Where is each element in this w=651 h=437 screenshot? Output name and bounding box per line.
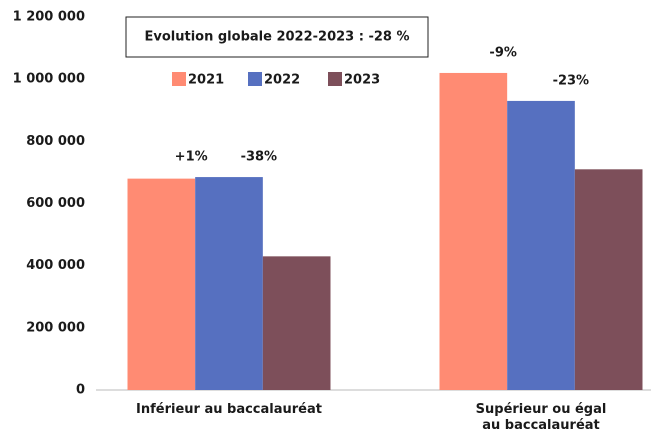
y-tick-label: 400 000 bbox=[26, 258, 85, 273]
y-tick-label: 0 bbox=[76, 383, 85, 398]
annotation: -38% bbox=[241, 150, 278, 165]
annotation: +1% bbox=[175, 150, 208, 165]
legend-label: 2021 bbox=[188, 73, 224, 88]
chart-title: Evolution globale 2022-2023 : -28 % bbox=[145, 30, 410, 45]
annotation: -9% bbox=[489, 45, 516, 60]
legend-label: 2022 bbox=[264, 73, 300, 88]
legend-swatch bbox=[328, 72, 342, 86]
bar bbox=[127, 178, 196, 390]
y-tick-label: 800 000 bbox=[26, 134, 85, 149]
legend-label: 2023 bbox=[344, 73, 380, 88]
y-tick-label: 200 000 bbox=[26, 320, 85, 335]
annotation: -23% bbox=[553, 73, 590, 88]
legend-swatch bbox=[248, 72, 262, 86]
bar bbox=[439, 72, 508, 390]
y-tick-label: 1 000 000 bbox=[13, 72, 85, 87]
bar bbox=[574, 169, 643, 390]
bar bbox=[507, 100, 575, 391]
bar bbox=[195, 177, 263, 390]
bar bbox=[262, 256, 331, 390]
title-box bbox=[125, 16, 429, 58]
y-tick-label: 600 000 bbox=[26, 196, 85, 211]
legend-swatch bbox=[172, 72, 186, 86]
x-tick-label: Supérieur ou égal au baccalauréat bbox=[475, 402, 607, 433]
y-tick-label: 1 200 000 bbox=[13, 10, 85, 25]
x-tick-label: Inférieur au baccalauréat bbox=[136, 402, 322, 417]
